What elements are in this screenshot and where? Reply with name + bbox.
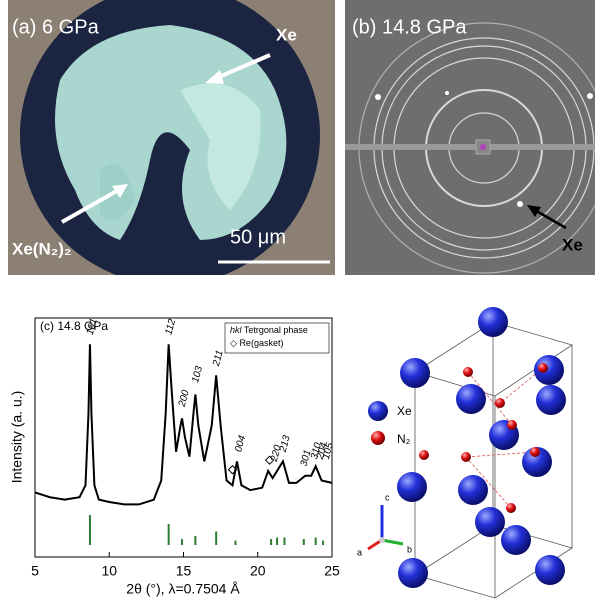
legend: hkl Tetrgonal phase ◇ Re(gasket) xyxy=(225,323,329,353)
n2-atom xyxy=(530,447,540,457)
xe-atom xyxy=(535,555,565,585)
panel-label: (a) 6 GPa xyxy=(12,16,100,38)
annotation: Xe xyxy=(276,25,297,44)
n2-atom xyxy=(419,450,429,460)
xe-atom xyxy=(398,558,428,588)
reflection-tick xyxy=(181,539,183,545)
xe-atom xyxy=(400,358,430,388)
reflection-tick xyxy=(283,538,285,546)
xe-atom xyxy=(478,307,508,337)
peak-label: 103 xyxy=(190,365,205,384)
scale-bar-label: 50 μm xyxy=(230,226,286,248)
peak-label: 200 xyxy=(177,389,192,409)
n2-atom xyxy=(506,503,516,513)
panel-label: (b) 14.8 GPa xyxy=(352,16,467,38)
peak-label: 213 xyxy=(278,434,293,454)
atoms xyxy=(397,307,566,588)
x-axis-label: 2θ (°), λ=0.7504 Å xyxy=(126,581,240,597)
legend-swatch xyxy=(368,401,388,421)
reflection-tick xyxy=(194,536,196,545)
annotation: Xe xyxy=(562,235,583,254)
legend-label: N₂ xyxy=(397,432,411,446)
xe-atom xyxy=(536,385,566,415)
axis-label: b xyxy=(407,544,412,554)
xe-atom xyxy=(456,384,486,414)
reflection-tick xyxy=(322,541,324,546)
legend-symbol: hkl xyxy=(230,325,243,335)
reflection-tick xyxy=(234,541,236,546)
annotation: Xe(N₂)₂ xyxy=(12,239,72,258)
reflection-tick xyxy=(215,532,217,546)
axis-label: a xyxy=(357,547,362,557)
legend-entry: ◇ Re(gasket) xyxy=(230,338,283,348)
legend-symbol: ◇ xyxy=(230,338,237,348)
n2-atom xyxy=(461,452,471,462)
n2-atom xyxy=(507,420,517,430)
reflection-tick xyxy=(168,524,170,545)
x-tick-label: 15 xyxy=(176,563,192,579)
xe-atom xyxy=(501,525,531,555)
reflection-tick xyxy=(315,538,317,546)
xe-atom xyxy=(397,472,427,502)
x-tick-label: 5 xyxy=(31,563,39,579)
legend-entry: hkl Tetrgonal phase xyxy=(230,325,308,335)
figure: (a) 6 GPa Xe Xe(N₂)₂ 50 μm (b) 14.8 GPa … xyxy=(0,0,602,602)
axes-indicator xyxy=(368,505,403,549)
x-tick-label: 10 xyxy=(101,563,117,579)
reflection-tick xyxy=(276,538,278,546)
peak-label: 004 xyxy=(233,434,248,453)
axis-label: c xyxy=(385,492,390,502)
n2-atom xyxy=(495,398,505,408)
legend-label: Xe xyxy=(397,404,412,418)
diffraction-image xyxy=(345,0,602,275)
reflection-tick xyxy=(89,515,91,545)
reflection-tick xyxy=(270,539,272,545)
legend-swatch xyxy=(371,431,385,445)
x-tick-label: 25 xyxy=(324,563,340,579)
legend-label: Re(gasket) xyxy=(239,338,283,348)
xe-atom xyxy=(475,507,505,537)
n2-atom xyxy=(538,363,548,373)
xe-atom xyxy=(458,475,488,505)
peak-label: 112 xyxy=(163,318,178,337)
n2-atom xyxy=(463,367,473,377)
diffraction-curve xyxy=(35,344,332,504)
peak-label: 211 xyxy=(211,349,226,368)
y-axis-label: Intensity (a. u.) xyxy=(9,391,25,484)
x-tick-label: 20 xyxy=(250,563,266,579)
reflection-tick xyxy=(303,539,305,545)
legend-label: Tetrgonal phase xyxy=(244,325,308,335)
